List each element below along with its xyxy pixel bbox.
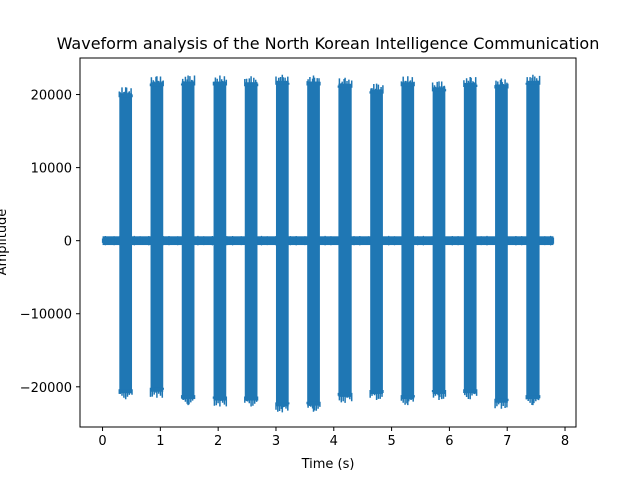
waveform-burst-12 bbox=[463, 82, 477, 394]
axes-frame bbox=[79, 57, 577, 428]
waveform-burst-13 bbox=[495, 84, 508, 403]
waveform-burst-2 bbox=[150, 82, 164, 392]
x-tick-label: 1 bbox=[156, 434, 164, 449]
y-axis-ticks: −20000 −10000 0 10000 20000 bbox=[20, 89, 80, 396]
waveform-burst-edge-1 bbox=[118, 87, 133, 400]
y-tick-label: 20000 bbox=[31, 89, 72, 104]
y-tick-label: 0 bbox=[64, 235, 72, 250]
waveform-burst-edge-2 bbox=[149, 76, 164, 398]
waveform-burst-edge-7 bbox=[306, 75, 321, 412]
waveform-burst-edge-5 bbox=[244, 76, 259, 407]
waveform-burst-5 bbox=[244, 82, 258, 401]
waveform-burst-4 bbox=[213, 81, 227, 401]
waveform-burst-9 bbox=[370, 89, 383, 394]
chart-title: Waveform analysis of the North Korean In… bbox=[57, 34, 600, 53]
waveform-burst-edge-8 bbox=[337, 77, 353, 403]
waveform-burst-14 bbox=[526, 80, 540, 400]
y-tick-label: −20000 bbox=[20, 381, 72, 396]
y-tick-label: 10000 bbox=[31, 162, 72, 177]
waveform-burst-1 bbox=[119, 93, 133, 394]
x-tick-label: 6 bbox=[445, 434, 453, 449]
x-tick-label: 5 bbox=[387, 434, 395, 449]
x-tick-label: 8 bbox=[561, 434, 569, 449]
waveform-burst-edge-14 bbox=[525, 74, 541, 406]
x-tick-label: 4 bbox=[330, 434, 338, 449]
waveform-burst-6 bbox=[275, 80, 289, 407]
waveform-burst-edge-4 bbox=[212, 75, 228, 407]
x-tick-label: 3 bbox=[272, 434, 280, 449]
y-axis-label: Amplitude bbox=[0, 209, 10, 276]
waveform-burst-edge-11 bbox=[431, 81, 447, 400]
waveform-burst-edge-12 bbox=[463, 77, 478, 400]
waveform-burst-3 bbox=[181, 81, 195, 400]
waveform-burst-edge-3 bbox=[180, 75, 196, 406]
y-tick-label: −10000 bbox=[20, 308, 72, 323]
plot-area bbox=[101, 74, 555, 413]
waveform-burst-11 bbox=[432, 87, 446, 394]
waveform-burst-edge-9 bbox=[369, 83, 384, 400]
waveform-burst-edge-6 bbox=[275, 74, 290, 413]
waveform-burst-10 bbox=[401, 82, 415, 400]
x-tick-label: 0 bbox=[98, 434, 106, 449]
x-tick-label: 2 bbox=[214, 434, 222, 449]
x-axis-ticks: 0 1 2 3 4 5 6 7 8 bbox=[98, 427, 569, 449]
x-tick-label: 7 bbox=[503, 434, 511, 449]
waveform-burst-7 bbox=[307, 81, 320, 406]
waveform-burst-8 bbox=[338, 83, 352, 397]
x-axis-label: Time (s) bbox=[301, 457, 355, 472]
waveform-burst-edge-10 bbox=[400, 76, 415, 406]
waveform-burst-edge-13 bbox=[494, 78, 509, 409]
